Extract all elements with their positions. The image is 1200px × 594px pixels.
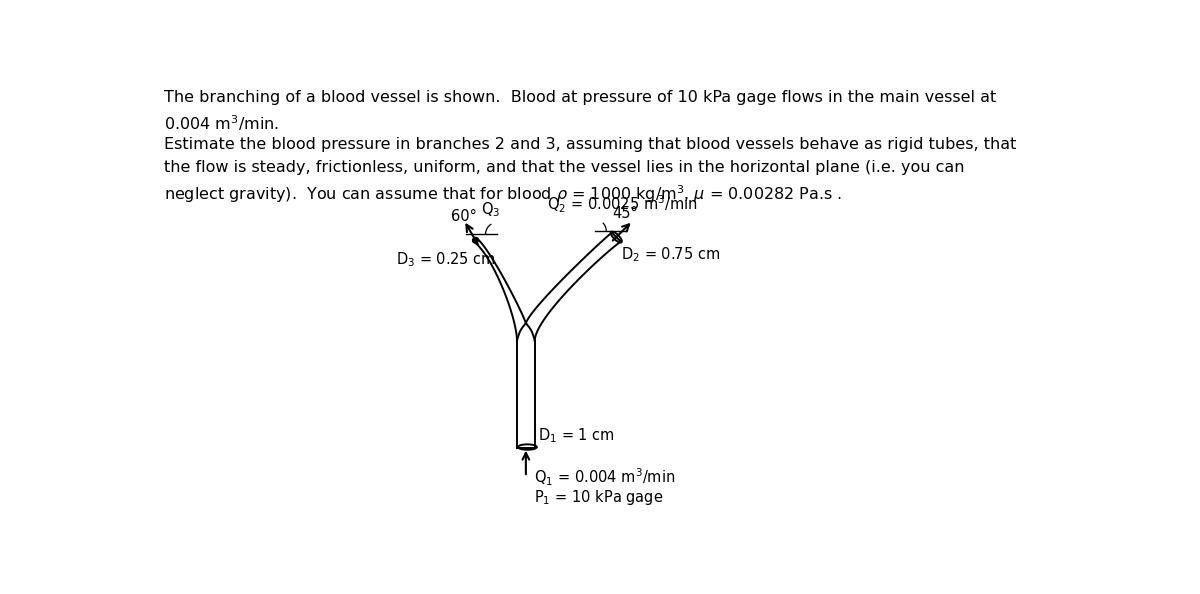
Text: neglect gravity).  You can assume that for blood $\rho$ = 1000 kg/m$^3$, $\mu$ =: neglect gravity). You can assume that fo… (164, 184, 842, 206)
Text: D$_1$ = 1 cm: D$_1$ = 1 cm (538, 426, 614, 445)
Text: 60°: 60° (451, 209, 476, 224)
Text: 45°: 45° (613, 206, 638, 221)
Text: D$_2$ = 0.75 cm: D$_2$ = 0.75 cm (620, 245, 720, 264)
Text: The branching of a blood vessel is shown.  Blood at pressure of 10 kPa gage flow: The branching of a blood vessel is shown… (164, 90, 996, 105)
Text: the flow is steady, frictionless, uniform, and that the vessel lies in the horiz: the flow is steady, frictionless, unifor… (164, 160, 965, 175)
Text: Estimate the blood pressure in branches 2 and 3, assuming that blood vessels beh: Estimate the blood pressure in branches … (164, 137, 1016, 151)
Text: 0.004 m$^3$/min.: 0.004 m$^3$/min. (164, 113, 280, 133)
Text: P$_1$ = 10 kPa gage: P$_1$ = 10 kPa gage (534, 488, 664, 507)
Text: Q$_1$ = 0.004 m$^3$/min: Q$_1$ = 0.004 m$^3$/min (534, 467, 676, 488)
Text: Q$_2$ = 0.0025 m$^3$/min: Q$_2$ = 0.0025 m$^3$/min (546, 194, 697, 216)
Text: Q$_3$: Q$_3$ (481, 200, 500, 219)
Text: D$_3$ = 0.25 cm: D$_3$ = 0.25 cm (396, 250, 496, 269)
